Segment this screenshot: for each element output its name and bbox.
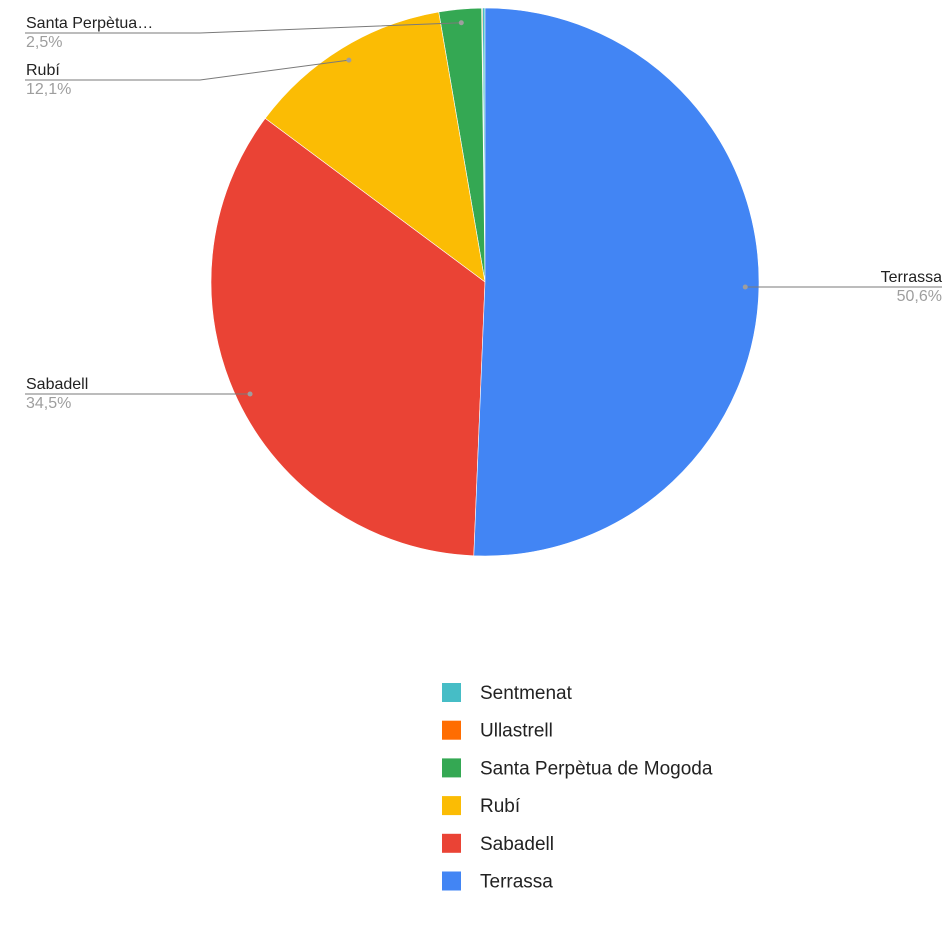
slice-percent-label: 50,6% (897, 288, 942, 305)
legend-item-sentmenat[interactable]: Sentmenat (442, 683, 573, 704)
legend-swatch (442, 871, 461, 891)
legend-swatch (442, 720, 461, 740)
leader-line (25, 59, 349, 81)
legend-swatch (442, 758, 461, 778)
pie-slice-terrassa[interactable] (473, 7, 760, 557)
slice-label-rubi: Rubí 12,1% (25, 57, 352, 98)
legend-swatch (442, 833, 461, 853)
legend-label: Sentmenat (480, 683, 573, 704)
legend-item-sabadell[interactable]: Sabadell (442, 833, 554, 855)
leader-dot (346, 57, 352, 63)
legend-label: Rubí (480, 796, 521, 817)
slice-label-santa-perpetua-de-mogoda: Santa Perpètua… 2,5% (25, 15, 464, 51)
leader-line (25, 22, 462, 34)
legend-label: Ullastrell (480, 721, 553, 742)
legend-swatch (442, 796, 461, 816)
slice-label-terrassa: Terrassa 50,6% (742, 269, 942, 305)
legend-label: Terrassa (480, 872, 553, 893)
legend-item-ullastrell[interactable]: Ullastrell (442, 720, 553, 742)
pie-slice-rubi[interactable] (264, 11, 486, 283)
legend: Sentmenat Ullastrell Santa Perpètua de Mog… (442, 683, 713, 893)
pie-slices (210, 7, 760, 557)
slice-name-label: Santa Perpètua… (26, 15, 153, 32)
slice-label-sabadell: Sabadell 34,5% (25, 376, 253, 412)
legend-swatch (442, 683, 461, 702)
slice-name-label: Rubí (26, 62, 60, 79)
leader-dot (742, 284, 748, 290)
leader-dot (247, 391, 253, 397)
legend-item-terrassa[interactable]: Terrassa (442, 871, 553, 893)
legend-item-santa-perpetua-de-mogoda[interactable]: Santa Perpètua de Mogoda (442, 758, 713, 779)
slice-percent-label: 12,1% (26, 81, 71, 98)
slice-percent-label: 2,5% (26, 34, 62, 51)
pie-slice-sabadell[interactable] (210, 117, 486, 557)
legend-label: Santa Perpètua de Mogoda (480, 758, 713, 779)
legend-item-rubi[interactable]: Rubí (442, 796, 521, 817)
slice-labels: Santa Perpètua… 2,5% Rubí 12,1% Terrassa 50,6… (25, 15, 942, 412)
leader-dot (458, 20, 464, 26)
slice-name-label: Sabadell (26, 376, 88, 393)
slice-name-label: Terrassa (881, 269, 942, 286)
slice-percent-label: 34,5% (26, 395, 71, 412)
legend-label: Sabadell (480, 834, 554, 855)
